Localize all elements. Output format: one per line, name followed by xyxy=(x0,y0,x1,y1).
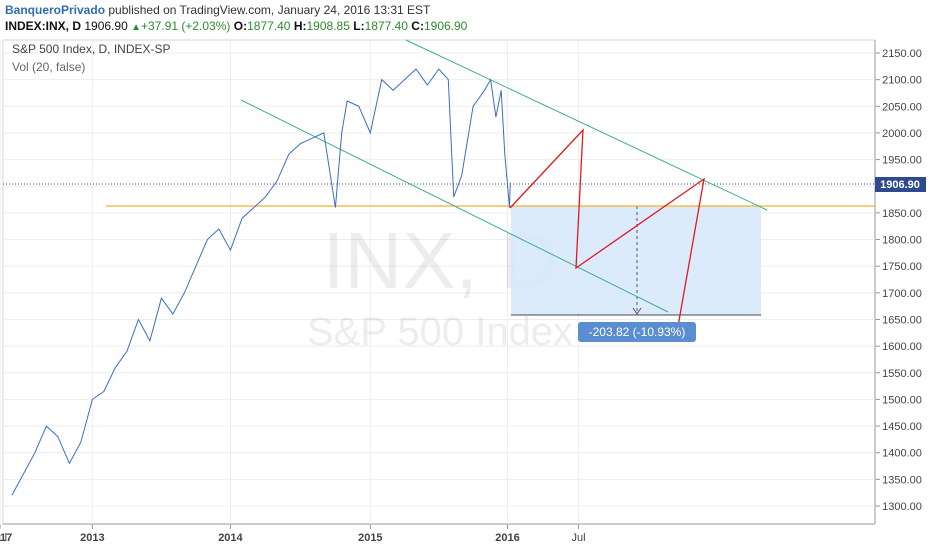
y-tick-label: 1450.00 xyxy=(882,421,922,433)
x-tick-label: Jul xyxy=(0,532,7,544)
time-axis: 2013201420152016Jul2017Jul xyxy=(0,524,586,544)
watermark-name: S&P 500 Index xyxy=(307,310,573,354)
price-marker-badge xyxy=(875,177,926,192)
author-link[interactable]: BanqueroPrivado xyxy=(5,3,106,17)
high-value: 1908.85 xyxy=(306,19,350,33)
low-value: 1877.40 xyxy=(364,19,408,33)
change-value: +37.91 (+2.03%) xyxy=(141,19,231,33)
price-marker: 1906.90 xyxy=(880,179,920,191)
price-series-line[interactable] xyxy=(11,68,511,496)
y-tick-label: 2000.00 xyxy=(882,128,922,140)
series-title: S&P 500 Index, D, INDEX-SP xyxy=(12,42,171,56)
low-label: L: xyxy=(353,19,365,33)
measure-label: -203.82 (-10.93%) xyxy=(589,325,686,339)
open-value: 1877.40 xyxy=(247,19,291,33)
x-tick-label: 2016 xyxy=(495,532,519,544)
y-tick-label: 1650.00 xyxy=(882,314,922,326)
channel-lower-line[interactable] xyxy=(240,99,669,313)
measure-box[interactable] xyxy=(511,206,761,315)
open-label: O: xyxy=(233,19,248,33)
x-tick-label: 2013 xyxy=(80,532,104,544)
y-tick-label: 1850.00 xyxy=(882,208,922,220)
y-tick-label: 1750.00 xyxy=(882,261,922,273)
measure-badge xyxy=(578,322,696,342)
y-tick-label: 1550.00 xyxy=(882,368,922,380)
symbol-label[interactable]: INDEX:INX, D xyxy=(5,19,82,33)
measure-arrowhead-icon xyxy=(632,307,642,315)
y-tick-label: 1600.00 xyxy=(882,341,922,353)
y-tick-label: 1400.00 xyxy=(882,448,922,460)
x-tick-label: Jul xyxy=(571,532,585,544)
publish-line: BanqueroPrivado published on TradingView… xyxy=(5,3,430,17)
y-tick-label: 1700.00 xyxy=(882,288,922,300)
grid xyxy=(0,40,875,524)
y-tick-label: 2150.00 xyxy=(882,48,922,60)
y-tick-label: 1350.00 xyxy=(882,474,922,486)
close-label: C: xyxy=(411,19,424,33)
published-text: published on TradingView.com, January 24… xyxy=(108,3,431,17)
y-tick-label: 1300.00 xyxy=(882,501,922,513)
channel-upper-line[interactable] xyxy=(405,39,768,211)
y-tick-label: 1800.00 xyxy=(882,235,922,247)
ohlc-line: INDEX:INX, D 1906.90 ▲+37.91 (+2.03%) O:… xyxy=(5,19,467,33)
x-tick-label: 2017 xyxy=(0,532,12,544)
y-tick-label: 2050.00 xyxy=(882,101,922,113)
price-axis: 1300.00 1350.00 1400.00 1450.00 1500.00 1550.… xyxy=(875,48,922,513)
price-chart[interactable]: 1300.00 1350.00 1400.00 1450.00 1500.00 1550.… xyxy=(0,38,932,550)
publish-header: BanqueroPrivado published on TradingView… xyxy=(0,0,932,38)
high-label: H: xyxy=(293,19,307,33)
y-tick-label: 2100.00 xyxy=(882,75,922,87)
close-value: 1906.90 xyxy=(423,19,468,33)
x-tick-label: 2014 xyxy=(218,532,243,544)
volume-label: Vol (20, false) xyxy=(12,60,85,74)
last-price: 1906.90 xyxy=(84,19,128,33)
x-tick-label: 2015 xyxy=(358,532,382,544)
y-tick-label: 1950.00 xyxy=(882,155,922,167)
projection-path[interactable] xyxy=(509,128,705,333)
up-arrow-icon: ▲ xyxy=(131,22,141,33)
y-tick-label: 1500.00 xyxy=(882,394,922,406)
